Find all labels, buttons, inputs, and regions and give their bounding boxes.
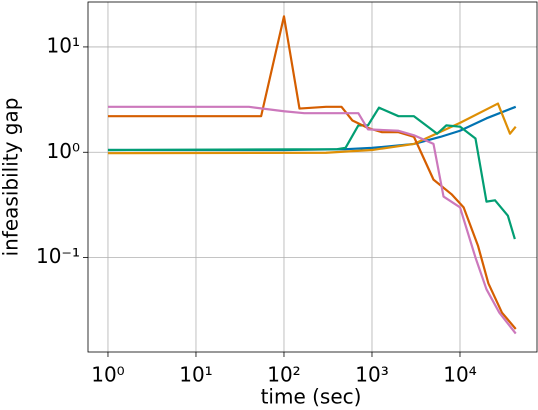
- series-line: [107, 102, 517, 155]
- x-axis-label: time (sec): [261, 385, 362, 409]
- series-line: [107, 106, 516, 240]
- x-tick-label: 10¹: [179, 363, 212, 387]
- series-line: [107, 105, 517, 335]
- x-tick-label: 10²: [267, 363, 300, 387]
- y-tick-label: 10⁰: [47, 139, 80, 163]
- x-tick-label: 10⁰: [91, 363, 124, 387]
- y-axis-label: infeasibility gap: [0, 98, 23, 257]
- x-tick-label: 10³: [355, 363, 388, 387]
- x-tick-label: 10⁴: [443, 363, 476, 387]
- plot-frame: [87, 1, 538, 353]
- series-line: [107, 15, 517, 330]
- y-tick-label: 10⁻¹: [36, 244, 80, 268]
- y-tick-label: 10¹: [47, 33, 80, 57]
